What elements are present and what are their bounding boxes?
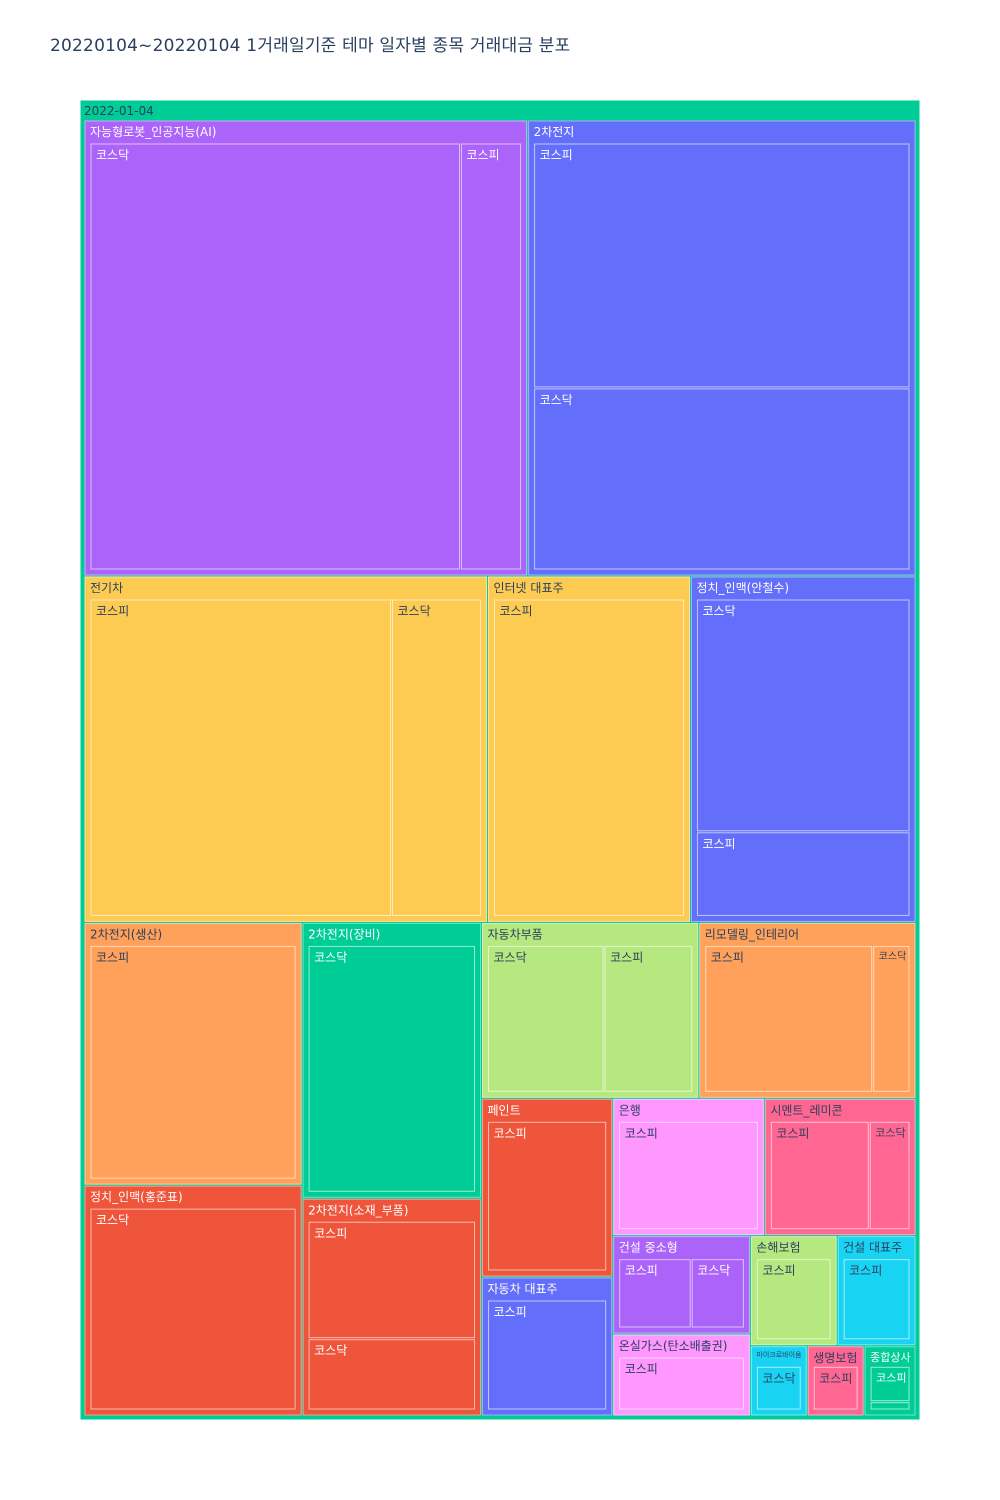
treemap-leaf-rect[interactable] <box>619 1259 691 1328</box>
treemap-theme-label: 생명보험 <box>813 1351 857 1365</box>
treemap-leaf-label: 코스피 <box>819 1371 852 1385</box>
treemap-theme-label: 자동차 대표주 <box>488 1282 558 1296</box>
treemap-leaf-rect[interactable] <box>493 599 684 916</box>
treemap-leaf-rect[interactable] <box>870 1402 910 1410</box>
treemap-leaf-label: 코스닥 <box>398 604 431 618</box>
treemap-root-label: 2022-01-04 <box>84 104 154 118</box>
treemap-leaf-rect[interactable] <box>843 1259 910 1340</box>
chart-title: 20220104~20220104 1거래일기준 테마 일자별 종목 거래대금 … <box>50 36 571 56</box>
treemap-theme-label: 시멘트_레미콘 <box>770 1103 842 1117</box>
treemap-leaf-rect[interactable] <box>308 945 476 1192</box>
treemap-leaf-label: 코스피 <box>876 1371 906 1384</box>
treemap-theme-label: 마이크로바이옴 <box>756 1350 802 1359</box>
treemap-theme-label: 2차전지 <box>534 125 575 139</box>
treemap-leaf-label: 코스피 <box>610 950 643 964</box>
treemap-leaf-label: 코스피 <box>314 1226 347 1240</box>
treemap-leaf-label: 코스피 <box>96 950 129 964</box>
treemap-leaf-rect[interactable] <box>90 599 392 916</box>
treemap-leaf-label: 코스피 <box>540 148 573 162</box>
treemap-theme-label: 건설 중소형 <box>619 1241 678 1255</box>
treemap-theme-label: 온실가스(탄소배출권) <box>619 1339 728 1353</box>
treemap-theme-label: 2차전지(소재_부품) <box>308 1203 408 1217</box>
treemap-theme-label: 건설 대표주 <box>843 1241 902 1255</box>
treemap-leaf-label: 코스피 <box>625 1126 658 1140</box>
treemap-leaf-rect[interactable] <box>90 945 296 1179</box>
treemap-leaf-rect[interactable] <box>756 1366 801 1410</box>
treemap-leaf-rect[interactable] <box>696 599 910 832</box>
treemap-leaf-label: 코스피 <box>762 1264 795 1278</box>
treemap-theme-label: 리모델링_인테리어 <box>705 927 799 941</box>
treemap-leaf-rect[interactable] <box>873 945 910 1092</box>
treemap-leaf-rect[interactable] <box>870 1366 910 1402</box>
treemap-theme-label: 손해보험 <box>756 1241 800 1255</box>
treemap-leaf-rect[interactable] <box>460 143 522 570</box>
treemap-leaf-label: 코스닥 <box>762 1371 795 1385</box>
treemap-leaf-rect[interactable] <box>488 1300 607 1410</box>
treemap-leaf-rect[interactable] <box>534 143 910 388</box>
treemap-leaf-rect[interactable] <box>488 1121 607 1271</box>
treemap-leaf-rect[interactable] <box>619 1357 744 1410</box>
treemap-leaf-label: 코스닥 <box>875 1126 905 1139</box>
treemap-leaf-label: 코스피 <box>849 1264 882 1278</box>
treemap-leaf-rect[interactable] <box>696 832 910 916</box>
treemap-leaf-rect[interactable] <box>534 388 910 570</box>
treemap-theme-label: 전기차 <box>90 581 123 595</box>
treemap-leaf-label: 코스피 <box>702 837 735 851</box>
treemap-theme-label: 2차전지(생산) <box>90 927 162 941</box>
treemap-leaf-label: 코스닥 <box>702 604 735 618</box>
treemap-leaf-rect[interactable] <box>488 945 604 1092</box>
treemap-theme-label: 자능형로봇_인공지능(AI) <box>90 125 216 139</box>
treemap-leaf-label: 코스닥 <box>96 148 129 162</box>
treemap-theme-label: 은행 <box>619 1102 641 1117</box>
treemap-leaf-label: 코스피 <box>776 1126 809 1140</box>
treemap-theme-label: 페인트 <box>488 1103 521 1117</box>
treemap-leaf-rect[interactable] <box>869 1121 910 1230</box>
treemap-theme-label: 자동차부품 <box>488 927 543 941</box>
treemap-theme-label: 종합상사 <box>870 1351 910 1364</box>
treemap-leaf-rect[interactable] <box>691 1259 744 1328</box>
treemap-leaf-label: 코스피 <box>711 950 744 964</box>
treemap-leaf-label: 코스피 <box>494 1126 527 1140</box>
treemap-leaf-label: 코스닥 <box>314 1344 347 1358</box>
treemap-leaf-label: 코스피 <box>494 1305 527 1319</box>
treemap-leaf-rect[interactable] <box>90 1208 296 1410</box>
treemap-leaf-label: 코스닥 <box>494 950 527 964</box>
treemap-leaf-label: 코스피 <box>625 1362 658 1376</box>
treemap-leaf-rect[interactable] <box>705 945 873 1092</box>
treemap-leaf-label: 코스피 <box>96 604 129 618</box>
treemap-leaf-label: 코스닥 <box>697 1264 730 1278</box>
treemap-leaf-rect[interactable] <box>604 945 693 1092</box>
treemap-leaf-label: 코스닥 <box>96 1213 129 1227</box>
treemap-leaf-rect[interactable] <box>392 599 481 916</box>
treemap-leaf-rect[interactable] <box>308 1221 476 1339</box>
treemap-leaf-label: 코스피 <box>466 148 499 162</box>
treemap-leaf-label: 코스피 <box>499 604 532 618</box>
treemap-leaf-label: 코스닥 <box>314 950 347 964</box>
treemap-leaf-label: 코스닥 <box>540 393 573 407</box>
treemap-theme-label: 정치_인맥(홍준표) <box>90 1190 183 1204</box>
treemap-leaf-label: 코스피 <box>625 1264 658 1278</box>
treemap-leaf-rect[interactable] <box>619 1121 758 1230</box>
treemap-leaf-rect[interactable] <box>308 1339 476 1410</box>
treemap-leaf-label: 코스닥 <box>879 950 907 962</box>
treemap-leaf-rect[interactable] <box>90 143 460 570</box>
treemap-theme-label: 정치_인맥(안철수) <box>696 581 789 595</box>
treemap-leaf-rect[interactable] <box>756 1259 831 1340</box>
treemap-leaf-rect[interactable] <box>770 1121 869 1230</box>
treemap-theme-label: 인터넷 대표주 <box>493 581 563 595</box>
treemap-theme-label: 2차전지(장비) <box>308 927 380 941</box>
treemap-leaf-rect[interactable] <box>813 1366 858 1410</box>
